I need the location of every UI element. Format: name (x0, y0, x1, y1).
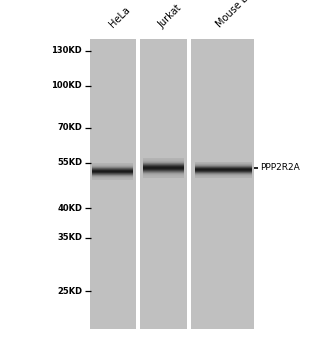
Text: Jurkat: Jurkat (157, 2, 184, 30)
Text: Mouse brain: Mouse brain (215, 0, 264, 30)
Text: 70KD: 70KD (57, 123, 82, 132)
Text: 55KD: 55KD (57, 158, 82, 167)
Text: 100KD: 100KD (51, 81, 82, 90)
Text: 130KD: 130KD (51, 46, 82, 55)
Text: HeLa: HeLa (107, 5, 132, 30)
Text: PPP2R2A: PPP2R2A (260, 163, 299, 173)
Text: 35KD: 35KD (57, 233, 82, 243)
Text: 25KD: 25KD (57, 287, 82, 296)
Bar (136, 38, 140, 329)
Bar (187, 38, 192, 329)
Text: 40KD: 40KD (57, 204, 82, 213)
Bar (90, 38, 254, 329)
